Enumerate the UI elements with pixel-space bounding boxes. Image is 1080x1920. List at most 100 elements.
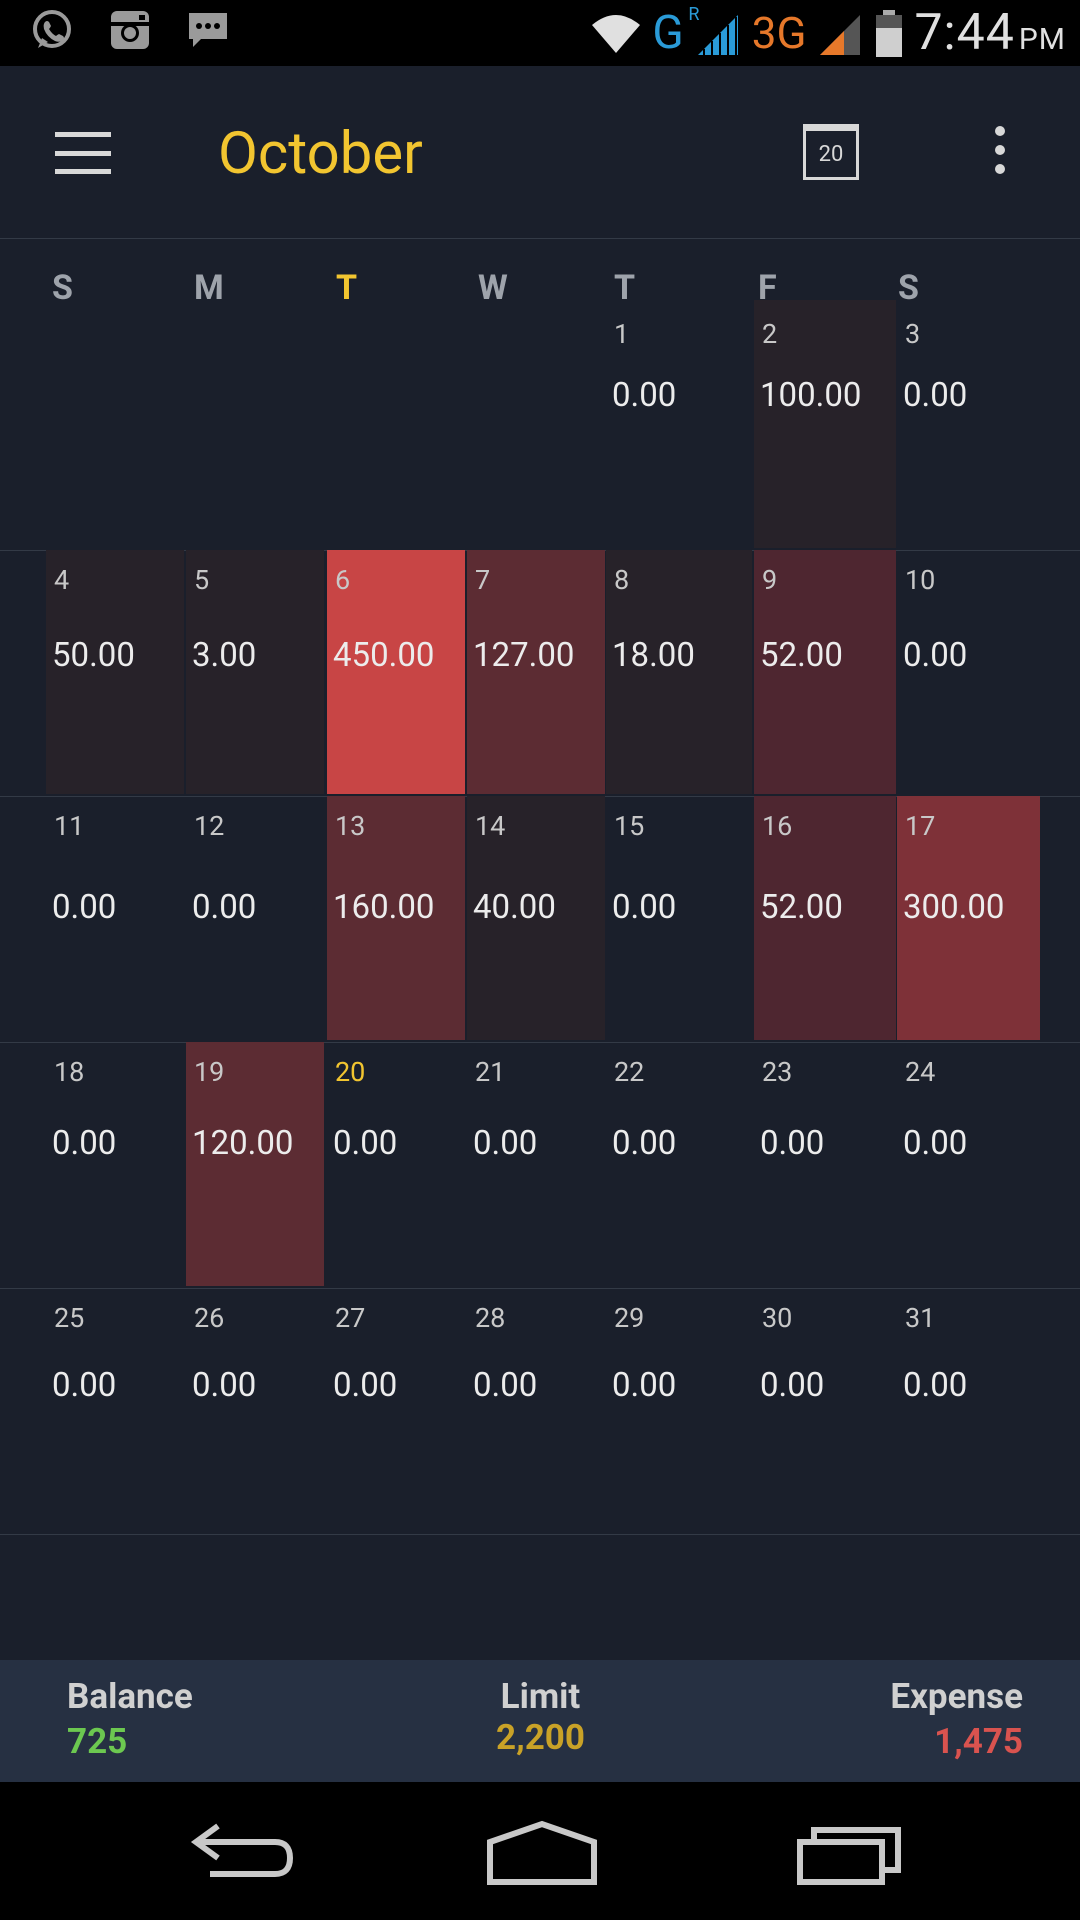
day-number: 12: [194, 810, 225, 842]
day-expense-amount: 0.00: [612, 1124, 677, 1163]
day-number: 14: [475, 810, 506, 842]
day-cell-7[interactable]: 7 127.00: [467, 550, 605, 794]
day-cell-1[interactable]: 1 0.00: [606, 300, 752, 548]
day-number: 22: [614, 1056, 645, 1088]
day-number: 16: [762, 810, 793, 842]
day-expense-amount: 0.00: [333, 1366, 398, 1405]
day-cell-28[interactable]: 28 0.00: [467, 1288, 605, 1532]
empty-day-cell: [467, 300, 605, 548]
week-row: 18 0.00 19 120.00 20 0.00 21 0.00 22 0.00 23 0.00 24…: [0, 1042, 1080, 1289]
day-cell-8[interactable]: 8 18.00: [606, 550, 752, 794]
day-expense-amount: 0.00: [52, 888, 117, 927]
day-cell-26[interactable]: 26 0.00: [186, 1288, 324, 1532]
today-date-label: 20: [818, 142, 844, 167]
day-cell-23[interactable]: 23 0.00: [754, 1042, 896, 1286]
weekday-label: M: [194, 268, 224, 308]
day-number: 30: [762, 1302, 793, 1334]
instagram-icon: [111, 11, 149, 49]
day-cell-30[interactable]: 30 0.00: [754, 1288, 896, 1532]
message-icon: [189, 13, 227, 47]
day-cell-27[interactable]: 27 0.00: [327, 1288, 465, 1532]
day-cell-20[interactable]: 20 0.00: [327, 1042, 465, 1286]
day-cell-13[interactable]: 13 160.00: [327, 796, 465, 1040]
day-expense-amount: 0.00: [612, 888, 677, 927]
day-cell-12[interactable]: 12 0.00: [186, 796, 324, 1040]
day-cell-22[interactable]: 22 0.00: [606, 1042, 752, 1286]
empty-day-cell: [46, 300, 184, 548]
day-number: 10: [905, 564, 936, 596]
expense-label: Expense: [890, 1676, 1023, 1717]
day-cell-6[interactable]: 6 450.00: [327, 550, 465, 794]
day-cell-3[interactable]: 3 0.00: [897, 300, 1040, 548]
day-number: 4: [54, 564, 70, 596]
day-cell-25[interactable]: 25 0.00: [46, 1288, 184, 1532]
day-cell-4[interactable]: 4 50.00: [46, 550, 184, 794]
week-row: 11 0.00 12 0.00 13 160.00 14 40.00 15 0.00 16 52.00…: [0, 796, 1080, 1043]
day-number: 29: [614, 1302, 645, 1334]
day-number: 11: [54, 810, 85, 842]
day-cell-5[interactable]: 5 3.00: [186, 550, 324, 794]
day-expense-amount: 127.00: [473, 636, 575, 675]
day-cell-19[interactable]: 19 120.00: [186, 1042, 324, 1286]
overflow-menu-icon[interactable]: [994, 126, 1006, 174]
menu-icon[interactable]: [55, 132, 111, 174]
day-cell-16[interactable]: 16 52.00: [754, 796, 896, 1040]
day-expense-amount: 52.00: [760, 636, 843, 675]
day-number: 6: [335, 564, 351, 596]
day-expense-amount: 0.00: [903, 376, 968, 415]
day-expense-amount: 450.00: [333, 636, 435, 675]
day-number: 25: [54, 1302, 85, 1334]
wifi-icon: [592, 15, 641, 53]
day-expense-amount: 0.00: [903, 636, 968, 675]
day-number: 21: [475, 1056, 506, 1088]
empty-day-cell: [186, 300, 324, 548]
day-cell-17[interactable]: 17 300.00: [897, 796, 1040, 1040]
month-title[interactable]: October: [218, 120, 423, 188]
day-cell-9[interactable]: 9 52.00: [754, 550, 896, 794]
day-expense-amount: 3.00: [192, 636, 257, 675]
day-cell-29[interactable]: 29 0.00: [606, 1288, 752, 1532]
day-expense-amount: 0.00: [903, 1366, 968, 1405]
day-cell-24[interactable]: 24 0.00: [897, 1042, 1040, 1286]
today-calendar-button[interactable]: 20: [803, 124, 859, 180]
day-cell-15[interactable]: 15 0.00: [606, 796, 752, 1040]
day-number: 1: [614, 318, 630, 350]
day-cell-21[interactable]: 21 0.00: [467, 1042, 605, 1286]
balance-label: Balance: [67, 1676, 193, 1717]
day-expense-amount: 50.00: [52, 636, 135, 675]
day-expense-amount: 0.00: [192, 1366, 257, 1405]
day-expense-amount: 0.00: [52, 1124, 117, 1163]
day-cell-10[interactable]: 10 0.00: [897, 550, 1040, 794]
clock: 7:44 PM: [914, 4, 1066, 62]
battery-icon: [876, 10, 903, 57]
roaming-indicator: R: [688, 4, 700, 25]
balance-summary: Balance 725: [67, 1676, 193, 1762]
day-cell-31[interactable]: 31 0.00: [897, 1288, 1040, 1532]
recents-icon[interactable]: [790, 1812, 910, 1892]
home-icon[interactable]: [482, 1812, 602, 1892]
day-cell-14[interactable]: 14 40.00: [467, 796, 605, 1040]
day-number: 17: [905, 810, 936, 842]
day-number: 28: [475, 1302, 506, 1334]
weekday-label: F: [758, 268, 777, 308]
day-number: 5: [194, 564, 210, 596]
day-expense-amount: 0.00: [192, 888, 257, 927]
day-cell-11[interactable]: 11 0.00: [46, 796, 184, 1040]
day-cell-18[interactable]: 18 0.00: [46, 1042, 184, 1286]
day-number: 15: [614, 810, 645, 842]
day-cell-2[interactable]: 2 100.00: [754, 300, 896, 548]
network-3g-label: 3G: [751, 7, 807, 59]
empty-day-cell: [327, 300, 465, 548]
navigation-bar: [0, 1782, 1080, 1920]
limit-value: 2,200: [496, 1717, 585, 1758]
day-expense-amount: 0.00: [333, 1124, 398, 1163]
weekday-label: S: [52, 268, 73, 308]
back-icon[interactable]: [180, 1812, 300, 1892]
day-number: 3: [905, 318, 921, 350]
day-number: 13: [335, 810, 366, 842]
limit-label: Limit: [500, 1676, 581, 1717]
day-number: 8: [614, 564, 630, 596]
